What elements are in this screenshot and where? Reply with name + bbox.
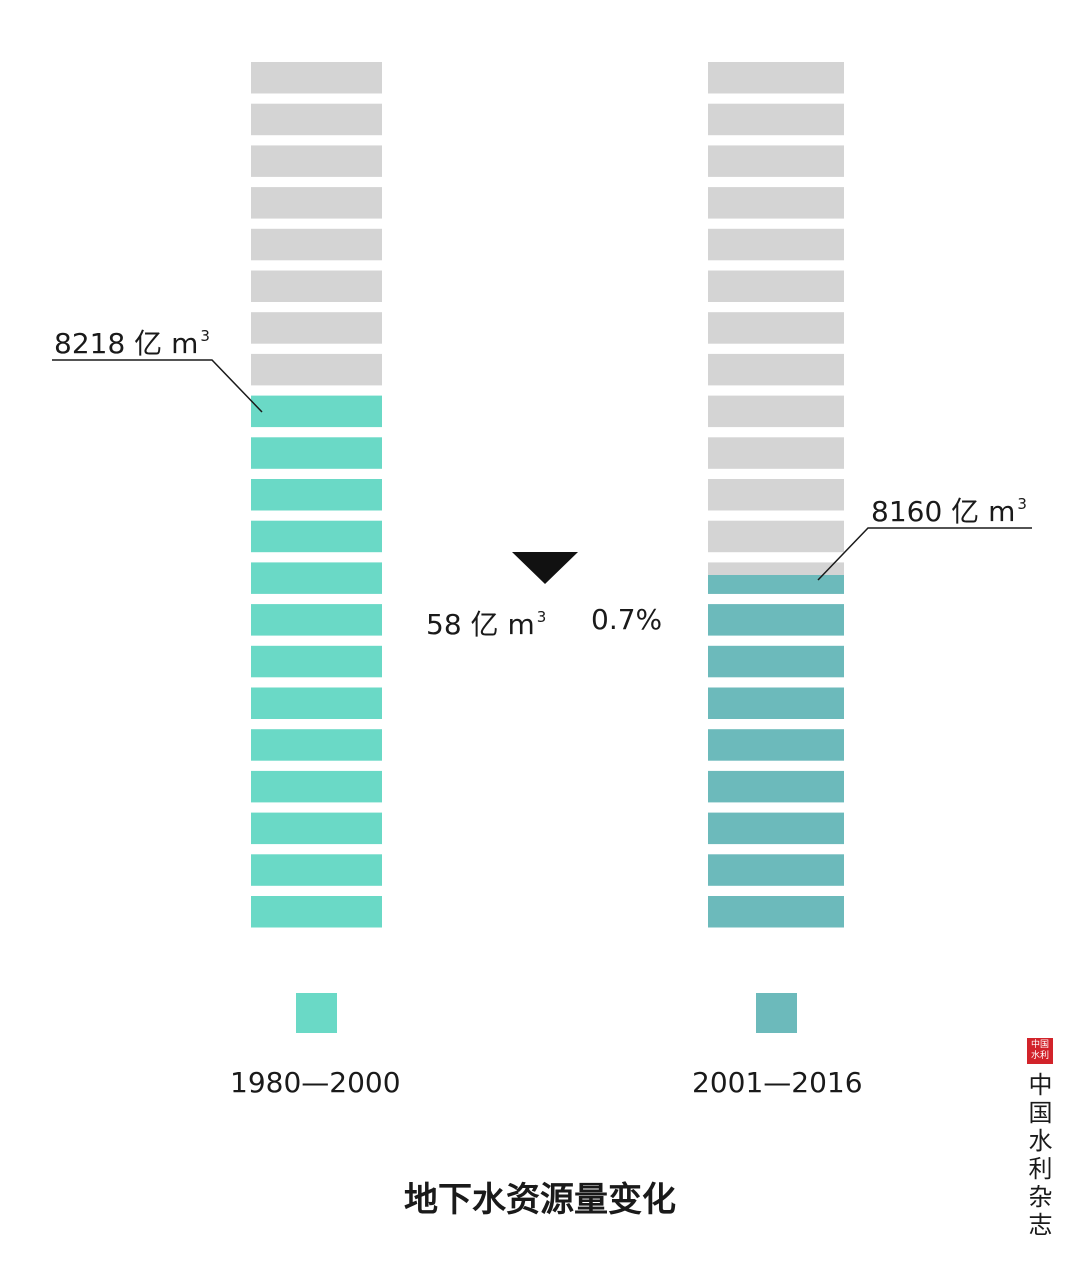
legend-label-2001-2016: 2001—2016 (692, 1066, 863, 1099)
value-unit: 亿 m (134, 327, 199, 360)
bar-segment (251, 228, 382, 261)
bar-segment (708, 770, 844, 803)
bar-segment (708, 604, 844, 636)
bar-segment (708, 228, 844, 261)
bar-segment (251, 854, 382, 886)
bar-segment (251, 270, 382, 302)
value-unit: 亿 m (951, 495, 1016, 528)
change-unit: 亿 m (470, 608, 535, 641)
bar-segment (708, 520, 844, 553)
bar-segment (251, 187, 382, 219)
value-number: 8218 (54, 327, 126, 360)
bar-segment-partial-fill (708, 575, 844, 594)
bar-column-1980-2000 (251, 62, 382, 928)
publisher-seal-logo: 中国水利 (1027, 1038, 1053, 1064)
bar-segment (251, 395, 382, 428)
bar-segment (251, 896, 382, 928)
bar-segment (251, 145, 382, 177)
bar-segment (708, 854, 844, 886)
callout-line-1980-2000 (52, 359, 263, 413)
bar-segment (708, 395, 844, 428)
value-unit-superscript: 3 (200, 327, 210, 345)
bar-segment (708, 896, 844, 928)
bar-column-2001-2016 (708, 62, 844, 928)
legend-swatch-1980-2000 (296, 993, 337, 1033)
bar-segment (708, 479, 844, 511)
bar-segment (251, 520, 382, 553)
bar-segment (251, 812, 382, 845)
bar-segment (708, 353, 844, 386)
bar-segment (251, 729, 382, 761)
bar-segment (708, 312, 844, 344)
change-unit-superscript: 3 (536, 608, 547, 626)
publisher-name: 中国水利杂志 (1024, 1072, 1052, 1240)
bar-segment (708, 812, 844, 845)
bar-segment (708, 729, 844, 761)
bar-segment (251, 103, 382, 136)
bar-segment (708, 645, 844, 678)
legend-label-1980-2000: 1980—2000 (230, 1066, 401, 1099)
change-number: 58 (426, 608, 462, 641)
decrease-arrow-icon (512, 552, 578, 584)
bar-segment (251, 62, 382, 94)
bar-segment (251, 645, 382, 678)
chart-title: 地下水资源量变化 (404, 1180, 676, 1220)
bar-segment (251, 479, 382, 511)
bar-segment (708, 437, 844, 469)
value-unit-superscript: 3 (1017, 495, 1027, 513)
bar-segment (708, 103, 844, 136)
callout-line-2001-2016 (817, 527, 1032, 581)
bar-segment (251, 562, 382, 594)
bar-segment (708, 62, 844, 94)
value-number: 8160 (871, 495, 943, 528)
bar-segment (251, 604, 382, 636)
bar-segment (251, 687, 382, 719)
change-percent-label: 0.7% (591, 603, 663, 636)
bar-segment (708, 270, 844, 302)
bar-segment (251, 312, 382, 344)
bar-segment (251, 770, 382, 803)
bar-segment (708, 145, 844, 177)
bar-segment (251, 353, 382, 386)
bar-segment (708, 187, 844, 219)
bar-segment (708, 687, 844, 719)
legend-swatch-2001-2016 (756, 993, 797, 1033)
bar-segment (251, 437, 382, 469)
